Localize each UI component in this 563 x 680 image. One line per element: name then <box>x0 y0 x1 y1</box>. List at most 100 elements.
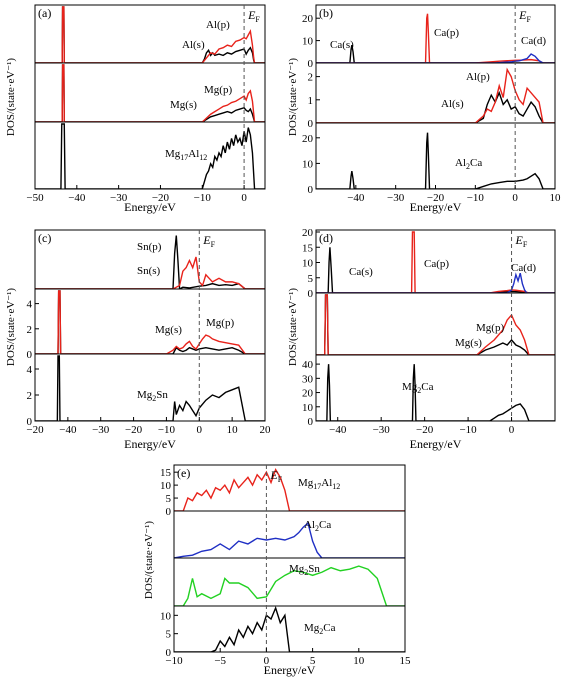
annotation-mg2ca: Mg2Ca <box>304 622 336 636</box>
panel-b-subplot-1: 0 10 20 Ca(s) Ca(p) Ca(d) <box>302 13 555 70</box>
x-tick-label: −30 <box>110 192 128 204</box>
y-tick-label: 0 <box>27 416 33 428</box>
x-axis-label: Energy/eV <box>410 200 462 214</box>
panel-frame <box>173 464 406 653</box>
panel-d-subplot-2: Mg(p) Mg(s) <box>316 292 555 355</box>
annotation-al-s-: Al(s) <box>441 98 464 110</box>
y-tick-label: 2 <box>27 324 33 336</box>
series-ca-p--line <box>316 13 555 63</box>
y-axis-label: DOS/(state·eV⁻¹) <box>287 288 299 366</box>
annotation-ca-s-: Ca(s) <box>349 266 373 278</box>
x-tick-label: 0 <box>512 192 518 204</box>
panel-c-subplot-3: 0 2 4 Mg2Sn <box>27 353 265 428</box>
panel-a-subplot-1: Al(p)Al(s) <box>35 6 265 63</box>
y-tick-label: 10 <box>302 36 314 48</box>
y-tick-label: 5 <box>308 273 314 285</box>
x-tick-label: −10 <box>467 192 485 204</box>
annotation-mg-p-: Mg(p) <box>204 84 232 96</box>
annotation-mg-p-: Mg(p) <box>476 322 504 334</box>
y-tick-label: 40 <box>302 359 314 371</box>
y-tick-label: 15 <box>302 242 314 254</box>
series-al-p--line <box>316 67 555 123</box>
x-tick-label: −20 <box>416 424 434 436</box>
y-tick-label: 1 <box>308 95 314 107</box>
panel-a-subplot-3: Mg17Al12 <box>35 121 265 189</box>
annotation-al-p-: Al(p) <box>466 71 490 83</box>
annotation-mg-s-: Mg(s) <box>455 337 482 349</box>
panel-d-subplot-1: 0 5 10 15 20 Ca(s) Ca(p) Ca(d) <box>302 227 555 300</box>
annotation-mg-p-: Mg(p) <box>206 317 234 329</box>
annotation-mg-s-: Mg(s) <box>170 99 197 111</box>
y-axis-label: DOS/(state·eV⁻¹) <box>287 58 299 136</box>
x-tick-label: −30 <box>92 424 110 436</box>
annotation-sn-p-: Sn(p) <box>137 241 162 253</box>
y-axis-label: DOS/(state·eV⁻¹) <box>5 58 17 136</box>
annotation-mg17al12: Mg17Al12 <box>298 477 340 491</box>
x-tick-label: 15 <box>400 655 412 667</box>
y-tick-label: 0 <box>308 416 314 428</box>
y-tick-label: 0 <box>308 288 314 300</box>
panel-a-subplot-2: Mg(p) Mg(s) <box>35 62 265 122</box>
series-mg2sn-line <box>35 355 265 421</box>
series-al-p--line <box>35 6 265 63</box>
series-ca-p--line <box>316 231 555 293</box>
panel-e-subplot-3: Mg2Sn <box>174 557 405 606</box>
y-tick-label: 5 <box>166 629 172 641</box>
x-tick-label: −20 <box>427 192 445 204</box>
series-al-s--line <box>316 90 555 123</box>
x-tick-label: 0 <box>241 192 247 204</box>
panel-e-subplot-2: Al2Ca <box>174 510 405 558</box>
x-tick-label: −40 <box>68 192 86 204</box>
y-tick-label: 20 <box>302 388 314 400</box>
fermi-label: EF <box>247 8 260 24</box>
x-tick-label: −10 <box>459 424 477 436</box>
annotation-ca-p-: Ca(p) <box>434 27 459 39</box>
y-tick-label: 10 <box>160 480 172 492</box>
annotation-mg-s-: Mg(s) <box>155 324 182 336</box>
y-tick-label: 0 <box>27 349 33 361</box>
x-tick-label: 10 <box>353 655 365 667</box>
series-mg17al12-line <box>35 123 265 189</box>
annotation-ca-d-: Ca(d) <box>511 262 536 274</box>
y-tick-label: 0 <box>308 118 314 130</box>
annotation-mg2sn: Mg2Sn <box>137 389 168 403</box>
y-tick-label: 30 <box>302 373 314 385</box>
panel-label: (b) <box>319 6 333 20</box>
panel-d-subplot-3: 0 10 20 30 40 Mg2Ca <box>302 354 555 428</box>
x-tick-label: −30 <box>373 424 391 436</box>
y-tick-label: 4 <box>27 364 33 376</box>
annotation-sn-s-: Sn(s) <box>137 265 161 277</box>
x-tick-label: −10 <box>165 655 183 667</box>
y-tick-label: 10 <box>160 610 172 622</box>
panel-label: (d) <box>319 231 333 245</box>
fermi-label: EF <box>202 233 215 249</box>
annotation-mg2sn: Mg2Sn <box>289 563 320 577</box>
annotation-mg17al12: Mg17Al12 <box>165 148 207 162</box>
panel-c-subplot-2: 0 2 4 Mg(s) Mg(p) <box>27 288 265 361</box>
y-tick-label: 5 <box>166 493 172 505</box>
series-al2ca-line <box>174 521 405 558</box>
x-tick-label: −20 <box>152 192 170 204</box>
annotation-al2ca: Al2Ca <box>304 519 331 533</box>
x-tick-label: −30 <box>387 192 405 204</box>
y-tick-label: 20 <box>302 227 314 239</box>
series-ca-s--line <box>316 247 555 293</box>
y-tick-label: 0 <box>166 506 172 518</box>
panel-d: 0 5 10 15 20 Ca(s) Ca(p) Ca(d) Mg(p) Mg(s) 0 10 20 30… <box>287 227 556 451</box>
series-ca-d--line <box>316 53 555 63</box>
x-axis-label: Energy/eV <box>410 437 462 451</box>
x-tick-label: −20 <box>125 424 143 436</box>
annotation-mg2ca: Mg2Ca <box>402 381 434 395</box>
annotation-ca-s-: Ca(s) <box>330 39 354 51</box>
y-axis-label: DOS/(state·eV⁻¹) <box>143 521 155 599</box>
series-mg2ca-line <box>174 606 405 652</box>
annotation-ca-p-: Ca(p) <box>424 258 449 270</box>
series-al2ca-line <box>316 132 555 189</box>
series-ca-s--line <box>316 44 555 63</box>
series-mg2sn-line <box>174 565 405 606</box>
panel-frame <box>34 4 266 190</box>
series-mg2ca-line <box>316 364 555 421</box>
